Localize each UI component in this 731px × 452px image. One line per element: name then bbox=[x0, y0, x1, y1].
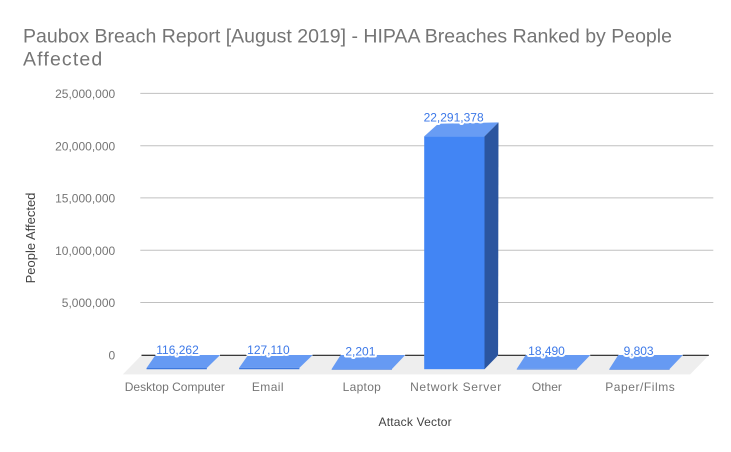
svg-text:15,000,000: 15,000,000 bbox=[55, 192, 115, 206]
svg-text:0: 0 bbox=[109, 349, 116, 363]
svg-text:Email: Email bbox=[252, 380, 284, 394]
svg-text:Affected: Affected bbox=[23, 49, 103, 71]
svg-text:9,803: 9,803 bbox=[624, 344, 654, 358]
svg-text:Desktop Computer: Desktop Computer bbox=[125, 380, 225, 394]
svg-text:People Affected: People Affected bbox=[23, 193, 38, 284]
svg-text:Attack Vector: Attack Vector bbox=[379, 415, 452, 429]
svg-text:Laptop: Laptop bbox=[343, 380, 382, 394]
svg-text:18,490: 18,490 bbox=[528, 344, 565, 358]
svg-text:22,291,378: 22,291,378 bbox=[424, 111, 484, 125]
svg-text:127,110: 127,110 bbox=[247, 343, 290, 357]
svg-text:Paper/Films: Paper/Films bbox=[605, 380, 675, 394]
svg-text:2,201: 2,201 bbox=[345, 344, 375, 358]
svg-text:20,000,000: 20,000,000 bbox=[55, 139, 115, 153]
svg-text:10,000,000: 10,000,000 bbox=[55, 244, 115, 258]
svg-text:116,262: 116,262 bbox=[156, 343, 199, 357]
svg-text:5,000,000: 5,000,000 bbox=[62, 296, 116, 310]
svg-text:Other: Other bbox=[532, 380, 562, 394]
svg-text:Paubox Breach Report [August 2: Paubox Breach Report [August 2019] - HIP… bbox=[23, 26, 672, 48]
svg-text:25,000,000: 25,000,000 bbox=[55, 87, 115, 101]
svg-text:Network Server: Network Server bbox=[410, 380, 502, 394]
